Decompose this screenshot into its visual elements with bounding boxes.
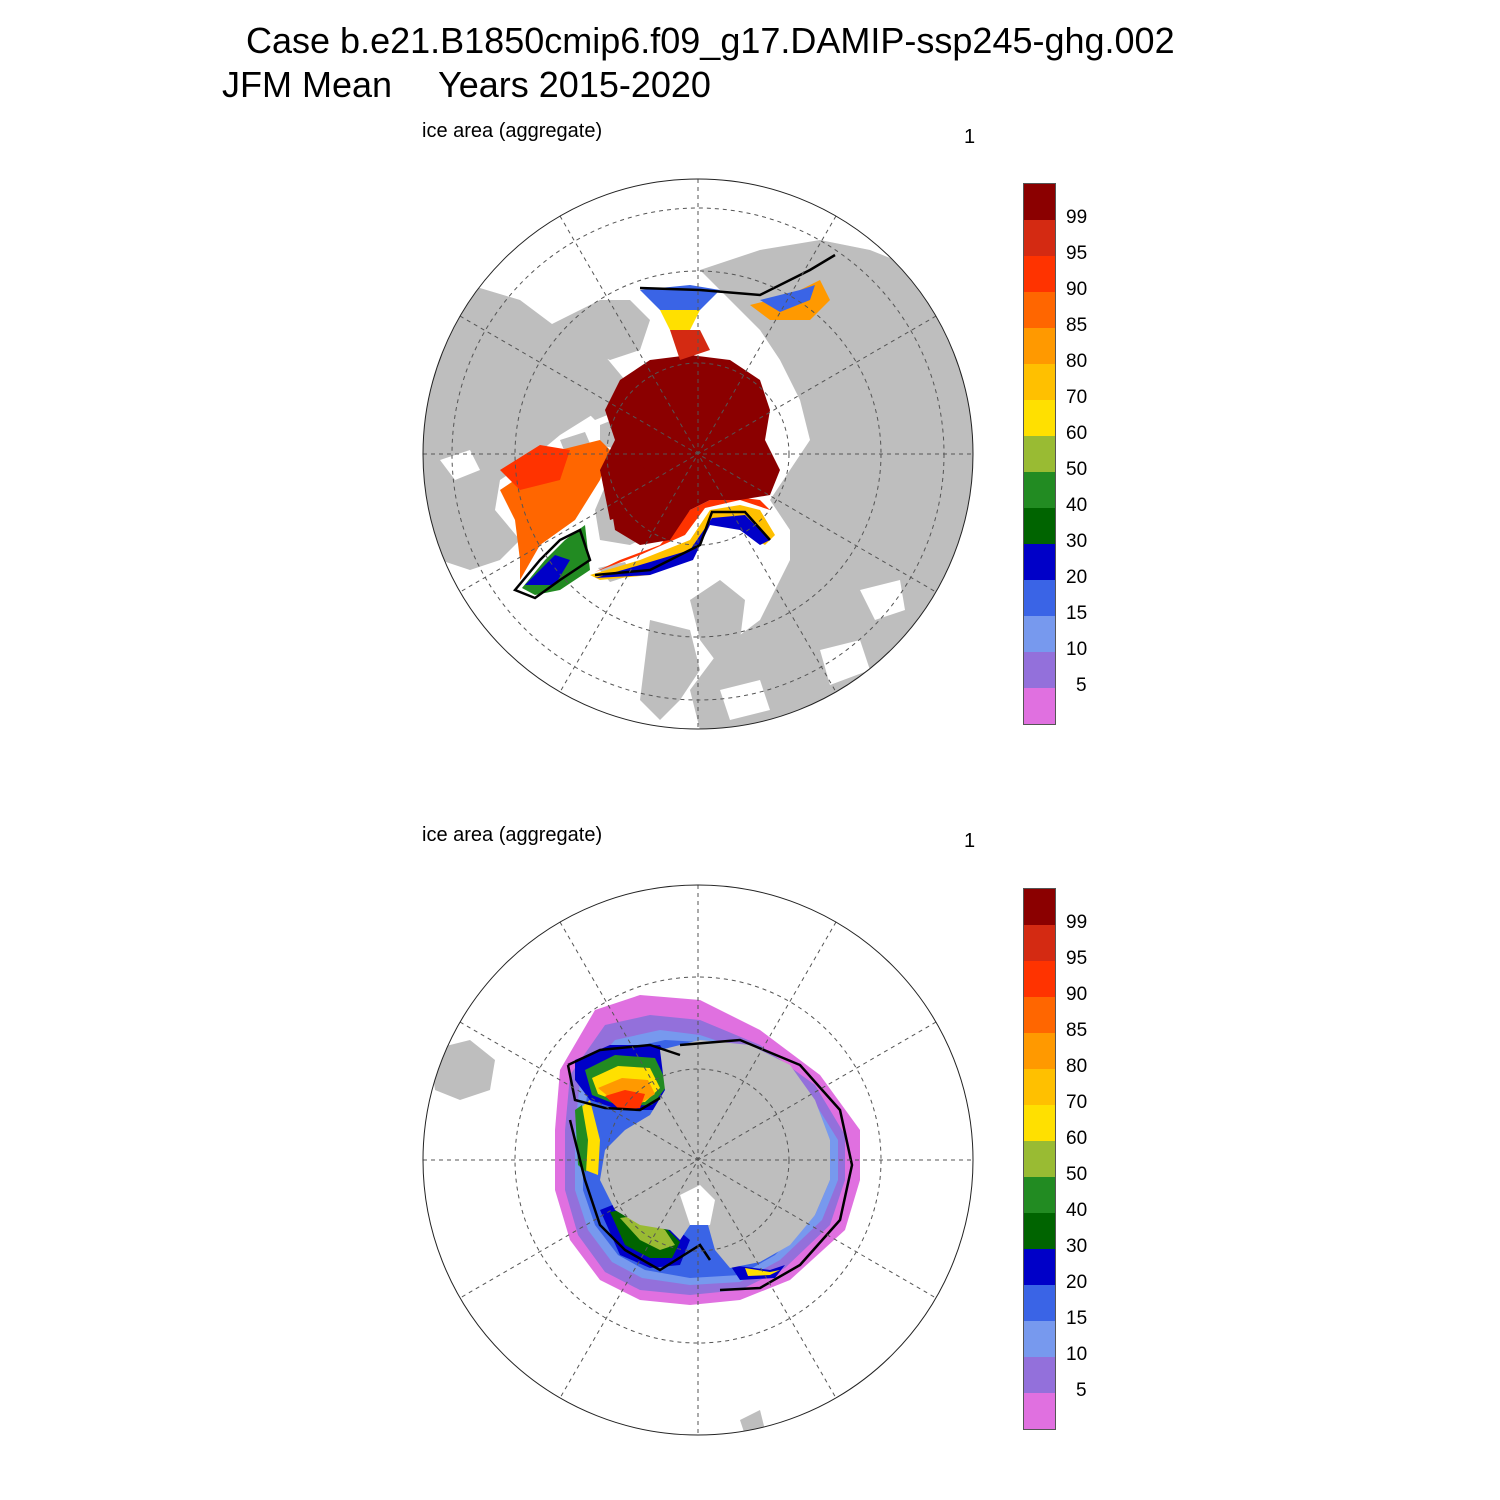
colorbar-level-label: 95 [1066,243,1088,264]
nh-ice-edge-contour [512,253,836,600]
colorbar-segment [1024,889,1055,925]
colorbar-level-label: 70 [1066,1092,1088,1113]
colorbar-level-label: 10 [1066,639,1088,660]
colorbar-segment [1024,1177,1055,1213]
colorbar-level-label: 20 [1066,567,1088,588]
colorbar-segment [1024,328,1055,364]
colorbar-segment [1024,544,1055,580]
colorbar-level-label: 70 [1066,387,1088,408]
colorbar-level-label: 30 [1066,1236,1088,1257]
south-america-tip [430,1040,495,1100]
colorbar-level-label: 40 [1066,495,1088,516]
sh-panel-number: 1 [964,830,976,852]
colorbar-segment [1024,997,1055,1033]
arctic-map [422,178,974,730]
colorbar-level-label: 60 [1066,423,1088,444]
colorbar-level-label: 50 [1066,459,1088,480]
colorbar-segment [1024,364,1055,400]
colorbar-level-label: 10 [1066,1344,1088,1365]
nh-sea-ice [500,280,830,595]
nh-colorbar [1023,183,1056,725]
colorbar-level-label: 95 [1066,948,1088,969]
colorbar-segment [1024,1321,1055,1357]
colorbar-segment [1024,1213,1055,1249]
colorbar-segment [1024,1105,1055,1141]
sh-panel-label: ice area (aggregate) [422,824,603,846]
colorbar-segment [1024,184,1055,220]
colorbar-segment [1024,436,1055,472]
colorbar-level-label: 85 [1066,315,1088,336]
colorbar-segment [1024,1249,1055,1285]
figure-title: Case b.e21.B1850cmip6.f09_g17.DAMIP-ssp2… [246,20,1175,61]
colorbar-level-label: 99 [1066,207,1088,228]
colorbar-level-label: 15 [1066,603,1088,624]
colorbar-level-label: 5 [1076,1380,1087,1401]
colorbar-level-label: 90 [1066,279,1088,300]
nh-panel-number: 1 [964,126,976,148]
sh-ice-edge-contour [566,1038,854,1292]
season-label: JFM Mean [222,64,393,105]
colorbar-level-label: 90 [1066,984,1088,1005]
colorbar-segment [1024,1033,1055,1069]
colorbar-level-label: 30 [1066,531,1088,552]
antarctica [600,1040,830,1268]
colorbar-segment [1024,652,1055,688]
colorbar-segment [1024,688,1055,724]
colorbar-level-label: 80 [1066,351,1088,372]
colorbar-level-label: 60 [1066,1128,1088,1149]
colorbar-segment [1024,220,1055,256]
colorbar-level-label: 40 [1066,1200,1088,1221]
sh-colorbar [1023,888,1056,1430]
colorbar-level-label: 99 [1066,912,1088,933]
colorbar-level-label: 5 [1076,675,1087,696]
years-label: Years 2015-2020 [438,64,711,105]
colorbar-level-label: 20 [1066,1272,1088,1293]
colorbar-segment [1024,580,1055,616]
sh-graticule [423,885,973,1435]
colorbar-level-label: 50 [1066,1164,1088,1185]
figure-subtitle: JFM Mean Years 2015-2020 [222,64,711,106]
colorbar-segment [1024,292,1055,328]
colorbar-segment [1024,400,1055,436]
colorbar-segment [1024,472,1055,508]
colorbar-segment [1024,961,1055,997]
colorbar-segment [1024,256,1055,292]
colorbar-segment [1024,616,1055,652]
colorbar-segment [1024,1141,1055,1177]
antarctic-map [422,884,974,1436]
colorbar-segment [1024,925,1055,961]
colorbar-segment [1024,1357,1055,1393]
sh-map-border [422,884,974,1436]
nh-panel-label: ice area (aggregate) [422,120,603,142]
colorbar-segment [1024,1393,1055,1429]
colorbar-level-label: 85 [1066,1020,1088,1041]
colorbar-level-label: 15 [1066,1308,1088,1329]
colorbar-segment [1024,1069,1055,1105]
colorbar-segment [1024,1285,1055,1321]
colorbar-segment [1024,508,1055,544]
nh-map-border [422,178,974,730]
colorbar-level-label: 80 [1066,1056,1088,1077]
nh-graticule [423,179,973,729]
